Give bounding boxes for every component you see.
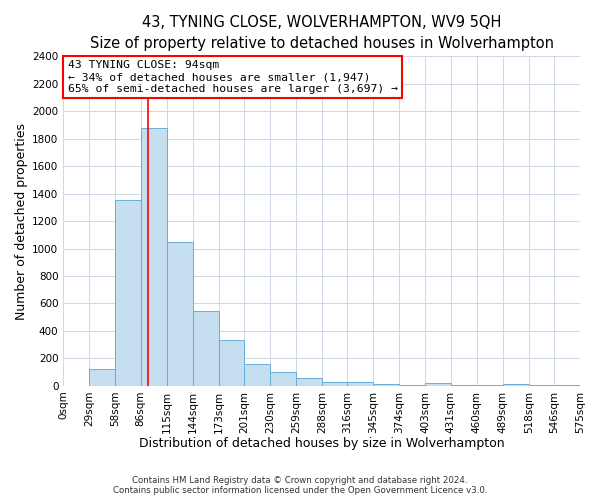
Text: Contains HM Land Registry data © Crown copyright and database right 2024.
Contai: Contains HM Land Registry data © Crown c… (113, 476, 487, 495)
Bar (451, 385, 476, 386)
Y-axis label: Number of detached properties: Number of detached properties (15, 122, 28, 320)
Bar (296, 378, 322, 386)
Bar (322, 382, 347, 386)
Bar (580, 384, 600, 386)
Bar (554, 385, 580, 386)
Text: 43 TYNING CLOSE: 94sqm
← 34% of detached houses are smaller (1,947)
65% of semi-: 43 TYNING CLOSE: 94sqm ← 34% of detached… (68, 60, 398, 94)
Bar (115, 200, 140, 386)
Bar (373, 384, 400, 386)
Bar (219, 340, 244, 386)
Bar (503, 384, 529, 386)
Bar (270, 372, 296, 386)
Bar (140, 128, 167, 386)
X-axis label: Distribution of detached houses by size in Wolverhampton: Distribution of detached houses by size … (139, 437, 505, 450)
Bar (425, 383, 451, 386)
Bar (193, 311, 219, 386)
Bar (529, 385, 554, 386)
Bar (476, 385, 503, 386)
Bar (347, 382, 373, 386)
Bar (89, 368, 115, 386)
Bar (400, 385, 425, 386)
Bar (244, 364, 270, 386)
Bar (167, 242, 193, 386)
Title: 43, TYNING CLOSE, WOLVERHAMPTON, WV9 5QH
Size of property relative to detached h: 43, TYNING CLOSE, WOLVERHAMPTON, WV9 5QH… (89, 15, 554, 51)
